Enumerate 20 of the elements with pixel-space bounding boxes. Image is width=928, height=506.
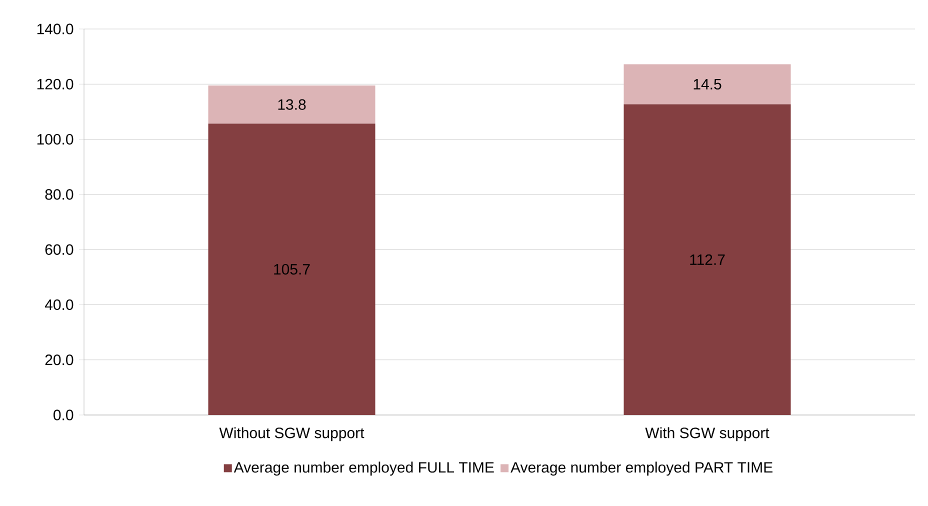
x-tick-label: With SGW support [645,427,770,442]
y-tick-label: 40.0 [44,299,74,310]
y-tick-label: 20.0 [45,354,74,366]
data-label: 13.8 [278,99,306,110]
y-tick-label: 80.0 [45,189,74,200]
bar [208,124,376,415]
x-tick-label: Without SGW support [219,427,364,442]
data-label: 112.7 [690,254,725,265]
data-label: 14.5 [694,79,722,90]
y-tick-label: 100.0 [37,134,74,145]
y-tick-label: 120.0 [37,78,74,90]
bar [624,104,791,415]
y-tick-label: 0.0 [54,410,74,420]
y-tick-label: 60.0 [45,244,74,255]
bar [208,86,376,124]
data-label: 105.7 [274,264,310,275]
legend-label: Average number employed PART TIME [510,462,772,476]
y-tick-label: 140.0 [37,24,74,34]
bar [624,64,791,104]
legend-label: Average number employed FULL TIME [234,462,494,476]
